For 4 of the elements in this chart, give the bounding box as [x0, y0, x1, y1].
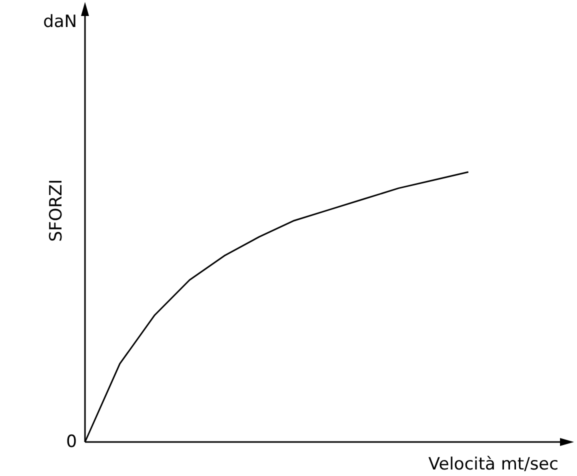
- x-axis-title: Velocità mt/sec: [428, 454, 558, 474]
- y-axis-title: SFORZI: [46, 179, 66, 242]
- text: daN: [43, 12, 77, 32]
- annotation: 0: [66, 432, 77, 452]
